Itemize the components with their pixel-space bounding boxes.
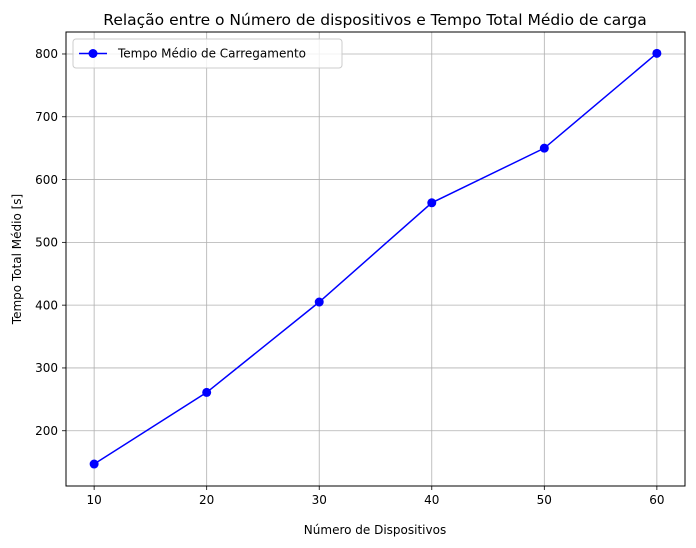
y-tick-label: 700	[35, 110, 58, 124]
y-tick-label: 600	[35, 173, 58, 187]
x-tick-label: 50	[537, 493, 552, 507]
data-point	[539, 143, 549, 153]
grid	[66, 32, 685, 486]
x-tick-label: 20	[199, 493, 214, 507]
y-axis-label: Tempo Total Médio [s]	[10, 194, 24, 325]
plot-area-frame	[65, 31, 686, 487]
x-tick-label: 40	[424, 493, 439, 507]
data-point	[314, 297, 324, 307]
x-axis: 10 20 30 40 50 60	[86, 486, 665, 507]
x-tick-label: 30	[312, 493, 327, 507]
data-point	[89, 459, 99, 469]
legend-marker-sample	[88, 49, 98, 58]
legend-label: Tempo Médio de Carregamento	[117, 47, 306, 61]
x-tick-label: 10	[86, 493, 101, 507]
data-point	[427, 198, 437, 208]
series-line	[93, 52, 658, 465]
chart-title: Relação entre o Número de dispositivos e…	[103, 11, 646, 29]
data-point	[652, 48, 662, 58]
x-axis-label: Número de Dispositivos	[304, 523, 446, 537]
y-tick-label: 500	[35, 236, 58, 250]
series-layer	[89, 48, 662, 469]
legend: Tempo Médio de Carregamento	[72, 38, 343, 69]
y-tick-label: 800	[35, 47, 58, 61]
y-tick-label: 400	[35, 298, 58, 312]
y-tick-label: 200	[35, 424, 58, 438]
y-tick-label: 300	[35, 361, 58, 375]
y-axis: 200 300 400 500 600 700 800	[35, 47, 66, 438]
legend-frame	[72, 38, 343, 69]
data-point	[202, 387, 212, 397]
x-tick-label: 60	[649, 493, 664, 507]
